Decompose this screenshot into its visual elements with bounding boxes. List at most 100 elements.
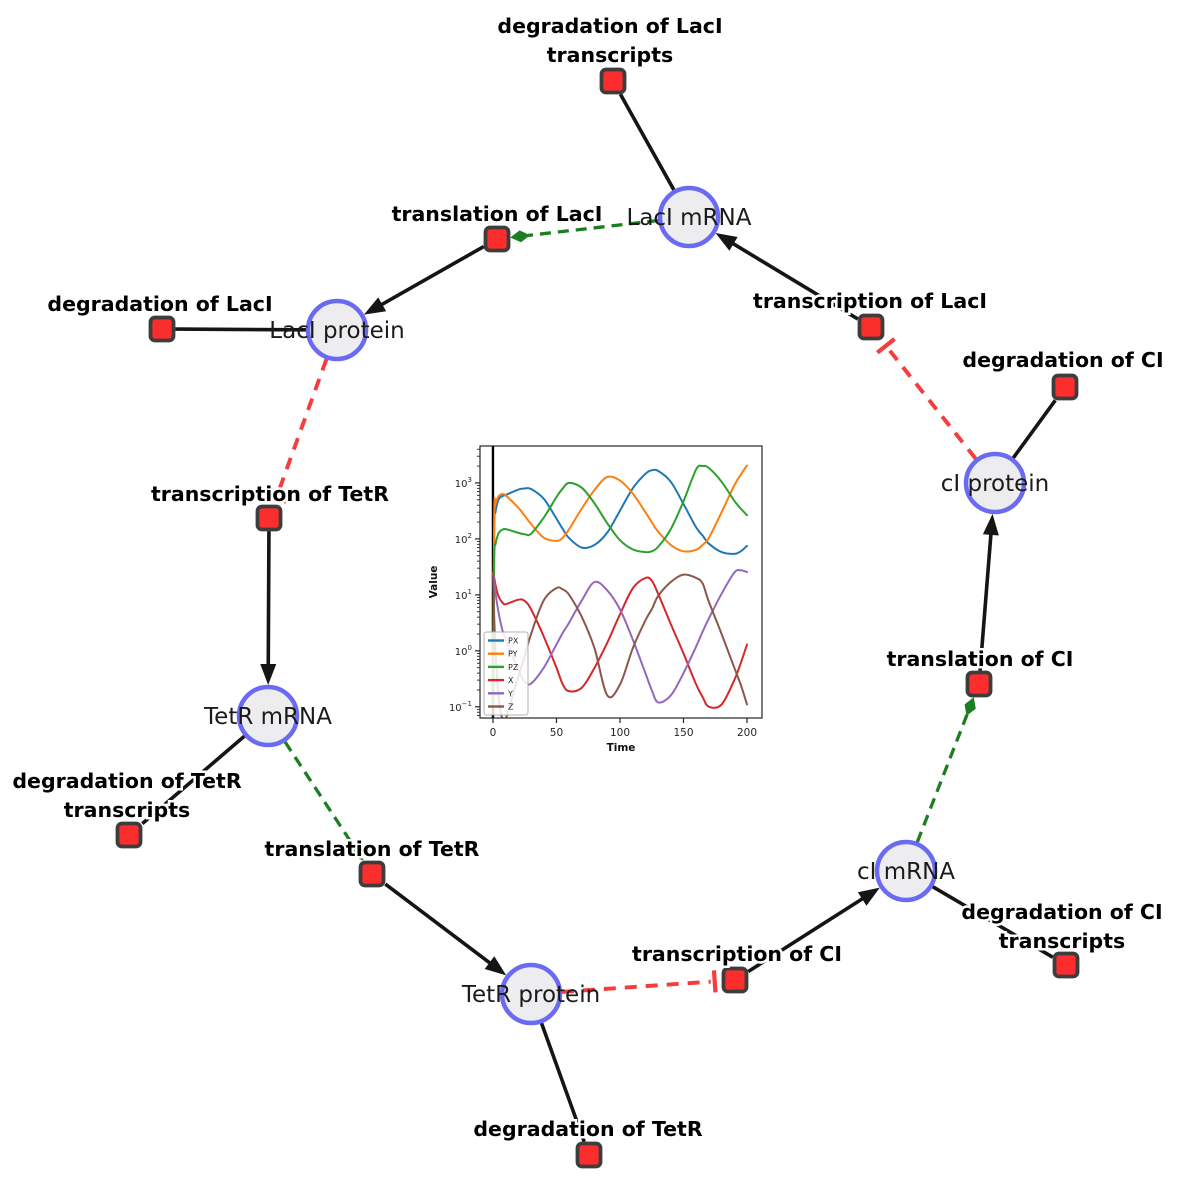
species-node-laci_protein[interactable]: [305, 298, 369, 362]
edge-line[interactable]: [266, 531, 271, 670]
edge-consumption-tetr_protein-deg_tetr[interactable]: [539, 1022, 586, 1143]
edge-modifier-tetr_mrna-transl_tetr[interactable]: [283, 740, 364, 861]
reaction-label-deg_laci: degradation of LacI: [47, 292, 272, 316]
edge-line[interactable]: [561, 979, 711, 994]
species-node-tetr_protein[interactable]: [499, 962, 563, 1026]
inhibition-tee-icon: [876, 337, 896, 355]
legend-label-PZ: PZ: [508, 663, 519, 672]
edge-line[interactable]: [747, 894, 868, 974]
species-node-tetr_mrna[interactable]: [236, 684, 300, 748]
species-node-ci_protein[interactable]: [963, 451, 1027, 515]
edge-line[interactable]: [527, 218, 659, 238]
inhibition-tee-icon: [711, 970, 718, 993]
legend-label-PX: PX: [508, 637, 519, 646]
reaction-node-transl_laci[interactable]: [483, 225, 511, 253]
species-label-laci_mrna: LacI mRNA: [627, 205, 752, 231]
x-axis-label: Time: [607, 742, 636, 754]
labels-layer: degradation of LacI transcripts translatio…: [10, 12, 1166, 1144]
nodes-layer: [115, 67, 1080, 1169]
edge-line[interactable]: [376, 244, 485, 309]
reaction-label-transl_ci: translation of CI: [887, 647, 1074, 671]
chart-series-X: [492, 571, 748, 709]
edge-inhibition-ci_protein-tx_laci[interactable]: [876, 337, 978, 460]
edge-production-tx_ci-ci_mrna[interactable]: [747, 887, 880, 974]
reaction-node-transl_tetr[interactable]: [358, 860, 386, 888]
x-tick-label: 0: [490, 727, 497, 739]
chart-axes-box: [479, 445, 763, 719]
species-node-laci_mrna[interactable]: [657, 185, 721, 249]
chart-legend: PX PY PZ XYZ: [483, 631, 529, 716]
edge-line[interactable]: [886, 347, 978, 460]
reaction-label-deg_laci_tx: transcripts: [547, 43, 674, 67]
arrowhead-icon: [260, 663, 277, 686]
inhibition-tee-icon: [265, 492, 288, 504]
species-node-ci_mrna[interactable]: [874, 839, 938, 903]
edge-production-transl_ci-ci_protein[interactable]: [978, 513, 999, 671]
edge-line[interactable]: [1011, 399, 1057, 460]
edge-consumption-laci_protein-deg_laci[interactable]: [175, 327, 307, 332]
edge-modifier-laci_mrna-transl_laci[interactable]: [510, 218, 659, 243]
edge-line[interactable]: [539, 1022, 586, 1143]
edge-inhibition-tetr_protein-tx_ci[interactable]: [561, 970, 718, 994]
chart-series-Z: [492, 571, 748, 718]
reaction-label-deg_tetr: degradation of TetR: [473, 1117, 702, 1141]
reaction-label-deg_ci_tx: transcripts: [999, 929, 1126, 953]
reaction-label-deg_tetr_tx: transcripts: [64, 798, 191, 822]
legend-label-PY: PY: [508, 650, 518, 659]
edge-consumption-tetr_mrna-deg_tetr_tx[interactable]: [141, 734, 246, 825]
edges-layer: [141, 93, 1057, 1143]
reaction-node-transl_ci[interactable]: [965, 670, 993, 698]
arrowhead-icon: [484, 956, 507, 976]
legend-label-Z: Z: [508, 703, 514, 712]
reaction-node-deg_tetr_tx[interactable]: [115, 821, 143, 849]
edge-line[interactable]: [283, 740, 355, 847]
reaction-node-deg_ci_tx[interactable]: [1052, 951, 1080, 979]
edge-line[interactable]: [175, 327, 307, 332]
edge-line[interactable]: [915, 713, 969, 843]
legend-label-X: X: [508, 676, 514, 685]
chart-series-PY: [492, 464, 748, 708]
edge-line[interactable]: [618, 93, 676, 191]
reaction-label-deg_ci_tx: degradation of CI: [961, 900, 1162, 924]
reaction-label-deg_ci: degradation of CI: [962, 348, 1163, 372]
edge-line[interactable]: [728, 239, 859, 321]
diamond-modifier-icon: [964, 697, 976, 716]
x-tick-label: 100: [610, 727, 630, 739]
inset-chart: 10−1 100 101 102 103 0 50 100 150 200 Time Value PX P…: [425, 436, 780, 766]
reaction-label-deg_tetr_tx: degradation of TetR: [12, 769, 241, 793]
edge-line[interactable]: [275, 358, 329, 496]
reaction-node-deg_ci[interactable]: [1051, 373, 1079, 401]
reaction-label-tx_ci: transcription of CI: [632, 942, 842, 966]
reaction-node-deg_laci_tx[interactable]: [599, 67, 627, 95]
edge-modifier-ci_mrna-transl_ci[interactable]: [915, 697, 976, 843]
reaction-node-tx_laci[interactable]: [857, 313, 885, 341]
reaction-node-deg_tetr[interactable]: [575, 1141, 603, 1169]
edge-production-transl_tetr-tetr_protein[interactable]: [384, 882, 507, 976]
reaction-node-deg_laci[interactable]: [148, 315, 176, 343]
species-label-tetr_protein: TetR protein: [461, 982, 600, 1008]
edge-line[interactable]: [931, 885, 1054, 959]
reaction-node-tx_ci[interactable]: [721, 966, 749, 994]
edge-line[interactable]: [978, 529, 994, 671]
x-tick-label: 200: [737, 727, 757, 739]
edge-production-tx_tetr-tetr_mrna[interactable]: [260, 531, 277, 686]
reaction-label-transl_laci: translation of LacI: [392, 202, 603, 226]
x-tick-label: 150: [673, 727, 693, 739]
edge-consumption-ci_mrna-deg_ci_tx[interactable]: [931, 885, 1054, 959]
edge-production-transl_laci-laci_protein[interactable]: [363, 244, 485, 315]
arrowhead-icon: [982, 513, 999, 536]
species-label-ci_mrna: cI mRNA: [857, 859, 955, 885]
edge-consumption-ci_protein-deg_ci[interactable]: [1011, 399, 1057, 460]
edge-production-tx_laci-laci_mrna[interactable]: [715, 233, 859, 321]
edge-line[interactable]: [384, 882, 495, 968]
arrowhead-icon: [857, 887, 880, 906]
edge-inhibition-laci_protein-tx_tetr[interactable]: [265, 358, 329, 504]
edge-line[interactable]: [141, 734, 246, 825]
species-label-ci_protein: cI protein: [941, 471, 1050, 497]
edge-consumption-laci_mrna-deg_laci_tx[interactable]: [618, 93, 676, 191]
reaction-label-tx_laci: transcription of LacI: [753, 289, 987, 313]
reaction-node-tx_tetr[interactable]: [255, 504, 283, 532]
